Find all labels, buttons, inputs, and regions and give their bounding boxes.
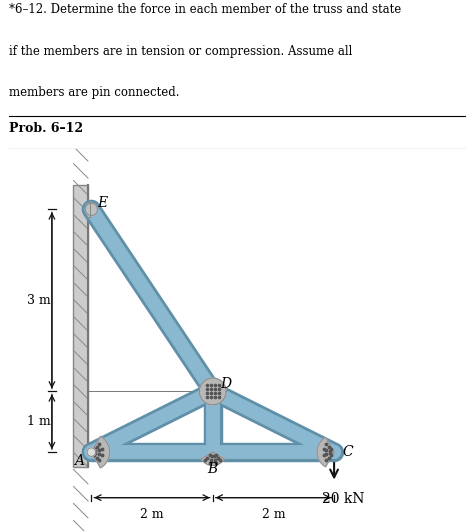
Polygon shape	[91, 436, 109, 468]
Text: 3 m: 3 m	[27, 294, 50, 307]
Text: A: A	[74, 454, 84, 468]
Text: 1 m: 1 m	[27, 415, 50, 429]
Text: E: E	[97, 196, 107, 210]
Text: C: C	[342, 445, 353, 459]
Text: *6–12. Determine the force in each member of the truss and state: *6–12. Determine the force in each membe…	[9, 3, 402, 16]
Text: members are pin connected.: members are pin connected.	[9, 86, 180, 99]
Polygon shape	[85, 203, 98, 216]
Text: 20 kN: 20 kN	[322, 492, 365, 506]
Text: 2 m: 2 m	[262, 508, 285, 521]
Text: D: D	[220, 377, 232, 391]
Polygon shape	[88, 202, 90, 217]
Text: if the members are in tension or compression. Assume all: if the members are in tension or compres…	[9, 45, 353, 57]
Bar	[73, 185, 88, 467]
Text: B: B	[208, 462, 218, 476]
Text: Prob. 6–12: Prob. 6–12	[9, 122, 83, 135]
Polygon shape	[201, 452, 224, 466]
Text: 2 m: 2 m	[140, 508, 164, 521]
Polygon shape	[317, 438, 334, 467]
Polygon shape	[87, 448, 96, 456]
Polygon shape	[200, 378, 226, 405]
